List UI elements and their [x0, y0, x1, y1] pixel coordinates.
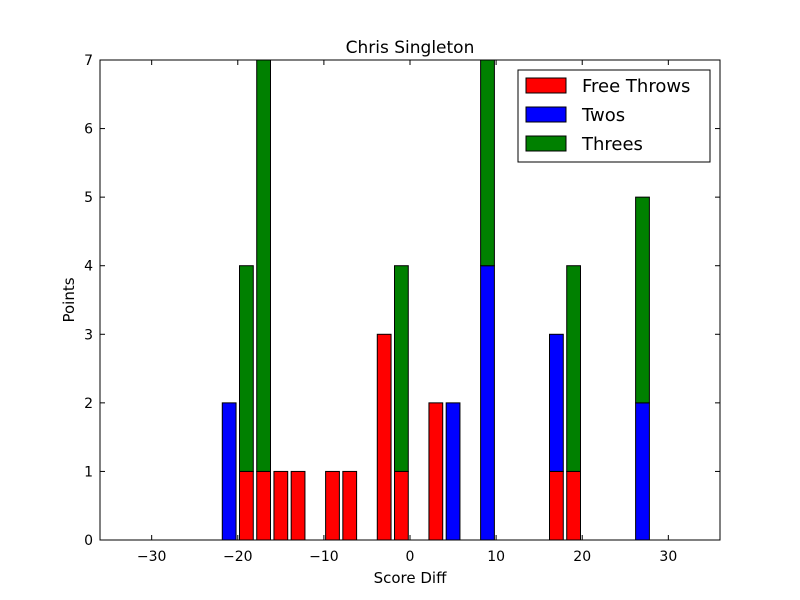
bar-free-throws — [566, 470, 581, 541]
bar-threes — [635, 196, 650, 404]
legend-swatch-threes — [525, 135, 567, 152]
bar-twos — [445, 402, 461, 541]
x-tick-label: −10 — [309, 549, 339, 565]
plot-frame — [99, 59, 721, 541]
legend: Free Throws Twos Threes — [517, 69, 711, 163]
bar-free-throws — [290, 470, 306, 541]
x-tick-label: 10 — [487, 549, 505, 565]
bar-threes — [566, 265, 581, 472]
bar-twos — [549, 333, 564, 472]
bar-threes — [256, 59, 272, 472]
bar-free-throws — [273, 470, 289, 541]
y-tick-label: 0 — [84, 533, 93, 549]
bar-twos — [221, 402, 237, 541]
x-tick-label: 20 — [573, 549, 591, 565]
bar-twos — [635, 402, 650, 541]
bar-free-throws — [394, 470, 409, 541]
x-axis-label: Score Diff — [374, 569, 447, 587]
y-axis-label: Points — [60, 277, 78, 322]
y-tick-label: 7 — [84, 53, 93, 69]
x-tick-label: 30 — [659, 549, 677, 565]
x-tick-label: 0 — [406, 549, 415, 565]
bar-threes — [394, 265, 409, 472]
y-tick-label: 6 — [84, 122, 93, 138]
bar-free-throws — [256, 470, 272, 541]
bar-free-throws — [342, 470, 358, 541]
bar-free-throws — [376, 333, 392, 541]
legend-label-threes: Threes — [581, 134, 643, 155]
bar-free-throws — [549, 470, 564, 541]
x-tick-label: −20 — [223, 549, 253, 565]
y-tick-label: 3 — [84, 327, 93, 343]
legend-swatch-twos — [525, 106, 567, 123]
y-tick-label: 1 — [84, 464, 93, 480]
legend-swatch-free-throws — [525, 77, 567, 94]
legend-label-twos: Twos — [581, 105, 625, 126]
bar-threes — [239, 265, 254, 472]
y-tick-label: 5 — [84, 190, 93, 206]
x-tick-label: −30 — [137, 549, 167, 565]
bar-free-throws — [325, 470, 340, 541]
legend-label-free-throws: Free Throws — [582, 76, 690, 97]
y-tick-label: 4 — [84, 259, 93, 275]
bar-twos — [480, 265, 495, 541]
y-tick-label: 2 — [84, 396, 93, 412]
bar-free-throws — [428, 402, 444, 541]
bar-free-throws — [239, 470, 254, 541]
ticks-layer: −30 −20 −10 0 10 20 30 0 1 2 3 4 5 6 7 — [84, 53, 720, 565]
chart-title: Chris Singleton — [346, 38, 475, 58]
bar-threes — [480, 59, 495, 267]
bars-layer — [221, 59, 650, 541]
